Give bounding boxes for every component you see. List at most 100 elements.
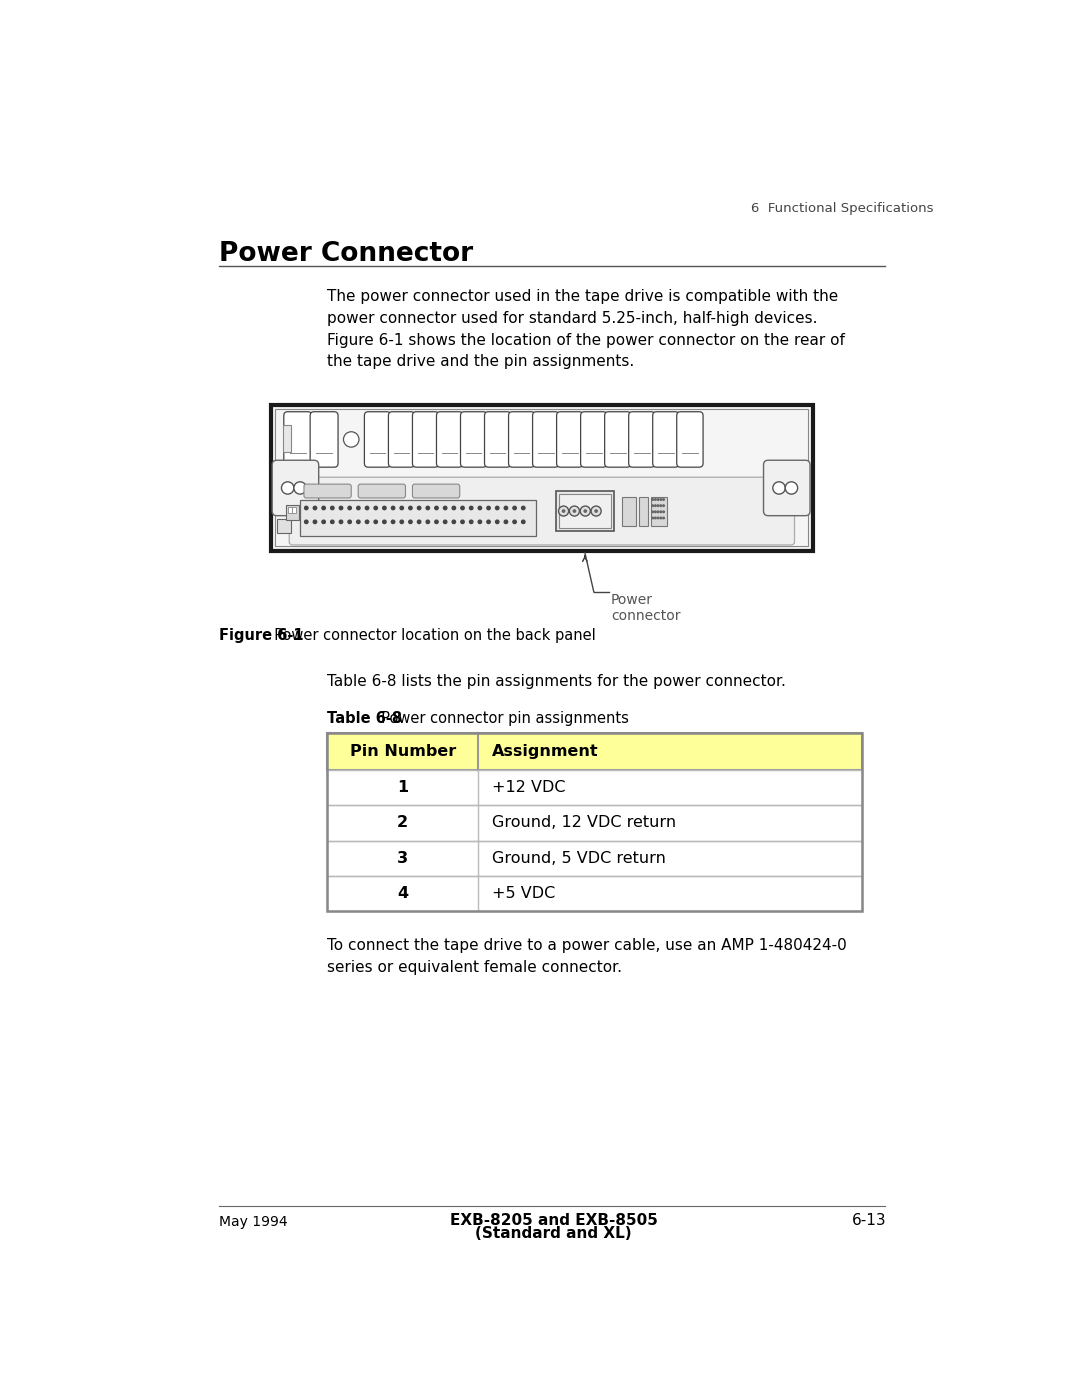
FancyBboxPatch shape	[556, 412, 583, 467]
Circle shape	[487, 520, 490, 524]
Circle shape	[785, 482, 798, 495]
FancyBboxPatch shape	[581, 412, 607, 467]
Circle shape	[584, 510, 586, 513]
Bar	[651, 497, 666, 527]
FancyBboxPatch shape	[413, 485, 460, 497]
Text: EXB-8205 and EXB-8505: EXB-8205 and EXB-8505	[449, 1214, 658, 1228]
Circle shape	[408, 520, 413, 524]
FancyBboxPatch shape	[413, 412, 438, 467]
Text: Ground, 12 VDC return: Ground, 12 VDC return	[492, 816, 676, 830]
Bar	[327, 770, 862, 805]
Text: 6  Functional Specifications: 6 Functional Specifications	[751, 203, 933, 215]
Bar	[276, 518, 291, 532]
FancyBboxPatch shape	[532, 412, 559, 467]
Circle shape	[558, 506, 568, 515]
Circle shape	[522, 506, 525, 510]
Circle shape	[282, 482, 294, 495]
Circle shape	[343, 432, 359, 447]
Text: Ground, 5 VDC return: Ground, 5 VDC return	[492, 851, 666, 866]
Text: 4: 4	[397, 886, 408, 901]
Text: 1: 1	[397, 780, 408, 795]
Circle shape	[348, 506, 351, 510]
Circle shape	[658, 517, 659, 518]
Text: Power connector location on the back panel: Power connector location on the back pan…	[266, 629, 596, 643]
Circle shape	[654, 499, 657, 500]
Circle shape	[400, 520, 404, 524]
Bar	[287, 507, 292, 513]
Circle shape	[365, 506, 368, 510]
Bar	[293, 507, 296, 513]
Circle shape	[504, 520, 508, 524]
Circle shape	[595, 510, 597, 513]
Circle shape	[374, 506, 377, 510]
Circle shape	[652, 511, 653, 513]
Circle shape	[408, 506, 413, 510]
Circle shape	[339, 520, 342, 524]
Text: Power Connector: Power Connector	[218, 240, 473, 267]
FancyBboxPatch shape	[310, 412, 338, 467]
Circle shape	[573, 510, 576, 513]
Circle shape	[427, 520, 430, 524]
Circle shape	[382, 506, 387, 510]
Circle shape	[654, 517, 657, 518]
Circle shape	[513, 506, 516, 510]
Circle shape	[391, 506, 395, 510]
Circle shape	[591, 506, 602, 515]
FancyBboxPatch shape	[509, 412, 535, 467]
FancyBboxPatch shape	[389, 412, 415, 467]
Circle shape	[513, 520, 516, 524]
Circle shape	[563, 510, 565, 513]
Circle shape	[305, 520, 308, 524]
Bar	[327, 733, 862, 770]
Bar	[327, 733, 862, 770]
Circle shape	[654, 511, 657, 513]
Circle shape	[435, 520, 438, 524]
Bar	[559, 495, 611, 528]
Circle shape	[654, 504, 657, 507]
Circle shape	[453, 520, 456, 524]
Circle shape	[658, 499, 659, 500]
Text: Assignment: Assignment	[492, 743, 599, 759]
Circle shape	[339, 506, 342, 510]
Circle shape	[652, 504, 653, 507]
Text: The power connector used in the tape drive is compatible with the
power connecto: The power connector used in the tape dri…	[327, 289, 845, 369]
Circle shape	[660, 499, 662, 500]
Circle shape	[496, 506, 499, 510]
FancyBboxPatch shape	[436, 412, 463, 467]
Text: +12 VDC: +12 VDC	[492, 780, 566, 795]
Circle shape	[330, 520, 334, 524]
Circle shape	[356, 506, 360, 510]
Text: 6-13: 6-13	[852, 1214, 887, 1228]
Text: 3: 3	[397, 851, 408, 866]
Circle shape	[313, 506, 316, 510]
Circle shape	[660, 504, 662, 507]
Text: Pin Number: Pin Number	[350, 743, 456, 759]
Bar	[556, 490, 613, 531]
Text: +5 VDC: +5 VDC	[492, 886, 555, 901]
FancyBboxPatch shape	[460, 412, 487, 467]
Circle shape	[435, 506, 438, 510]
Circle shape	[652, 499, 653, 500]
Circle shape	[330, 506, 334, 510]
Circle shape	[294, 482, 307, 495]
Text: 2: 2	[397, 816, 408, 830]
Circle shape	[391, 520, 395, 524]
Bar	[327, 841, 862, 876]
Circle shape	[417, 506, 421, 510]
Bar	[327, 770, 862, 805]
FancyBboxPatch shape	[605, 412, 631, 467]
Circle shape	[374, 520, 377, 524]
Circle shape	[504, 506, 508, 510]
FancyBboxPatch shape	[359, 485, 405, 497]
Circle shape	[487, 506, 490, 510]
Circle shape	[461, 506, 464, 510]
Circle shape	[663, 504, 664, 507]
Circle shape	[663, 517, 664, 518]
Circle shape	[348, 520, 351, 524]
Text: Table 6-8: Table 6-8	[327, 711, 403, 726]
Circle shape	[356, 520, 360, 524]
Circle shape	[663, 499, 664, 500]
Text: (Standard and XL): (Standard and XL)	[475, 1225, 632, 1241]
FancyBboxPatch shape	[652, 412, 679, 467]
Text: Power
connector: Power connector	[611, 592, 680, 623]
